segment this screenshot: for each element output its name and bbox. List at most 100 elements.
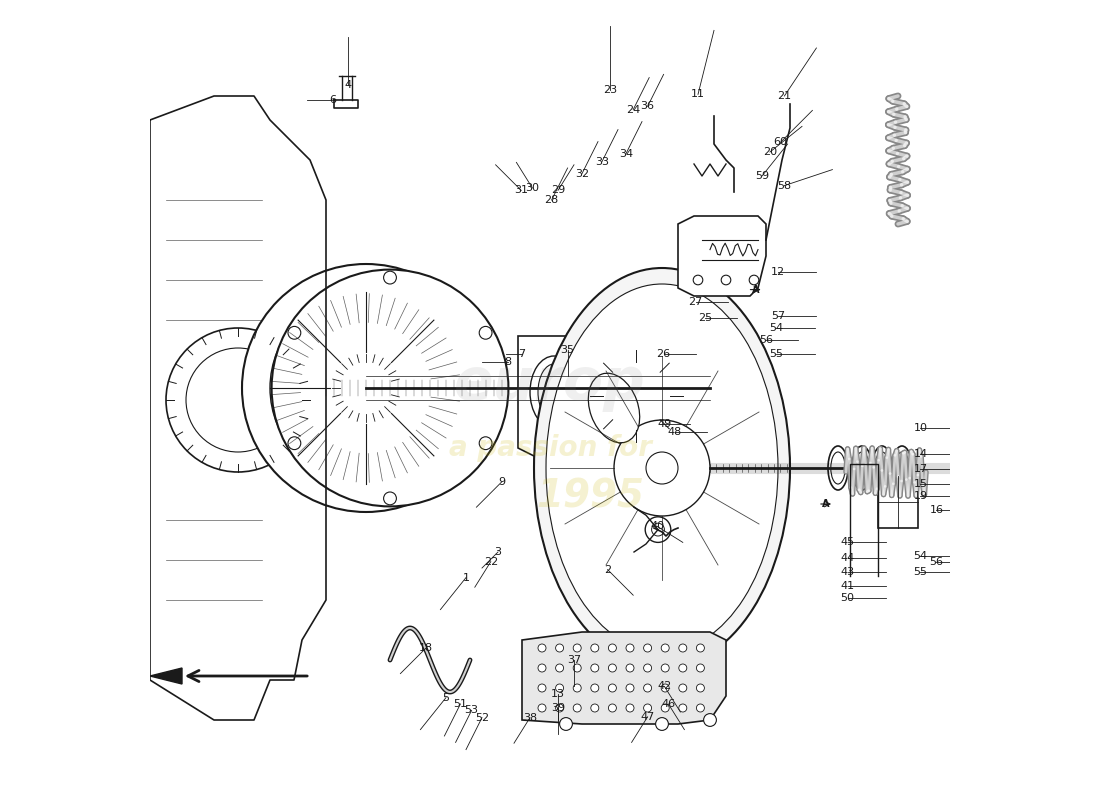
FancyBboxPatch shape <box>878 476 918 528</box>
Ellipse shape <box>538 684 546 692</box>
Circle shape <box>704 714 716 726</box>
Ellipse shape <box>546 284 778 652</box>
Text: 56: 56 <box>930 557 944 566</box>
Text: 60: 60 <box>773 138 788 147</box>
Ellipse shape <box>852 446 872 490</box>
Text: 34: 34 <box>619 149 634 158</box>
Text: 24: 24 <box>626 105 640 114</box>
Text: 20: 20 <box>763 147 777 157</box>
Text: 55: 55 <box>769 349 783 358</box>
Ellipse shape <box>556 684 563 692</box>
Circle shape <box>693 275 703 285</box>
Text: 35: 35 <box>561 346 574 355</box>
Polygon shape <box>678 216 766 296</box>
Text: 11: 11 <box>691 90 705 99</box>
Ellipse shape <box>591 644 598 652</box>
Ellipse shape <box>679 644 686 652</box>
Ellipse shape <box>872 446 892 490</box>
Text: 17: 17 <box>913 464 927 474</box>
Ellipse shape <box>538 364 570 420</box>
Text: 2: 2 <box>604 565 612 574</box>
Text: 54: 54 <box>769 323 783 333</box>
Text: 40: 40 <box>650 522 664 531</box>
Text: 1995: 1995 <box>536 477 643 515</box>
Ellipse shape <box>644 704 651 712</box>
Text: 29: 29 <box>551 186 565 195</box>
Ellipse shape <box>696 684 704 692</box>
Circle shape <box>302 324 430 452</box>
Polygon shape <box>522 632 726 724</box>
Text: 55: 55 <box>913 567 927 577</box>
Ellipse shape <box>573 704 581 712</box>
Ellipse shape <box>588 373 640 443</box>
Text: 49: 49 <box>658 419 671 429</box>
Polygon shape <box>518 336 590 456</box>
Circle shape <box>480 326 492 339</box>
Circle shape <box>651 523 664 536</box>
Ellipse shape <box>679 704 686 712</box>
Circle shape <box>270 292 462 484</box>
Ellipse shape <box>644 644 651 652</box>
Text: A: A <box>823 499 829 509</box>
Ellipse shape <box>679 684 686 692</box>
Text: 12: 12 <box>771 267 785 277</box>
Text: 33: 33 <box>595 157 609 166</box>
Text: 53: 53 <box>464 706 478 715</box>
Text: 32: 32 <box>575 169 590 178</box>
Ellipse shape <box>892 446 912 490</box>
Circle shape <box>272 270 508 506</box>
Text: 31: 31 <box>514 186 528 195</box>
Circle shape <box>560 718 572 730</box>
Ellipse shape <box>534 268 790 668</box>
Ellipse shape <box>591 704 598 712</box>
Ellipse shape <box>573 684 581 692</box>
Text: 37: 37 <box>566 655 581 665</box>
Text: 36: 36 <box>640 102 654 111</box>
Text: 23: 23 <box>603 85 617 94</box>
Text: 30: 30 <box>526 183 539 193</box>
Ellipse shape <box>830 452 845 484</box>
Polygon shape <box>150 668 182 684</box>
Text: 46: 46 <box>661 699 675 709</box>
Circle shape <box>288 326 300 339</box>
Ellipse shape <box>538 664 546 672</box>
Text: 45: 45 <box>840 538 855 547</box>
Text: 43: 43 <box>840 567 855 577</box>
Text: 54: 54 <box>913 551 927 561</box>
Text: 51: 51 <box>453 699 468 709</box>
Text: 13: 13 <box>551 690 565 699</box>
Ellipse shape <box>608 664 616 672</box>
Circle shape <box>614 420 710 516</box>
Circle shape <box>749 275 759 285</box>
Ellipse shape <box>644 684 651 692</box>
Ellipse shape <box>608 704 616 712</box>
Ellipse shape <box>679 664 686 672</box>
Text: 4: 4 <box>344 80 352 90</box>
Text: 28: 28 <box>544 195 559 205</box>
Text: 57: 57 <box>771 311 785 321</box>
Ellipse shape <box>696 704 704 712</box>
Ellipse shape <box>626 704 634 712</box>
Text: 52: 52 <box>475 713 490 722</box>
Circle shape <box>384 271 396 284</box>
Circle shape <box>646 452 678 484</box>
Text: 22: 22 <box>484 557 498 566</box>
Text: 50: 50 <box>840 594 855 603</box>
Ellipse shape <box>573 644 581 652</box>
Ellipse shape <box>855 452 869 484</box>
Ellipse shape <box>538 704 546 712</box>
Text: 3: 3 <box>495 547 502 557</box>
Text: 18: 18 <box>419 643 433 653</box>
Circle shape <box>656 718 669 730</box>
Polygon shape <box>590 296 686 496</box>
Text: 25: 25 <box>698 314 713 323</box>
Circle shape <box>384 492 396 505</box>
Ellipse shape <box>591 684 598 692</box>
Ellipse shape <box>556 644 563 652</box>
Text: 8: 8 <box>504 357 512 366</box>
Text: europ: europ <box>454 355 646 413</box>
Ellipse shape <box>591 664 598 672</box>
Text: 1: 1 <box>462 573 470 582</box>
Text: 9: 9 <box>498 477 506 486</box>
Circle shape <box>186 348 290 452</box>
